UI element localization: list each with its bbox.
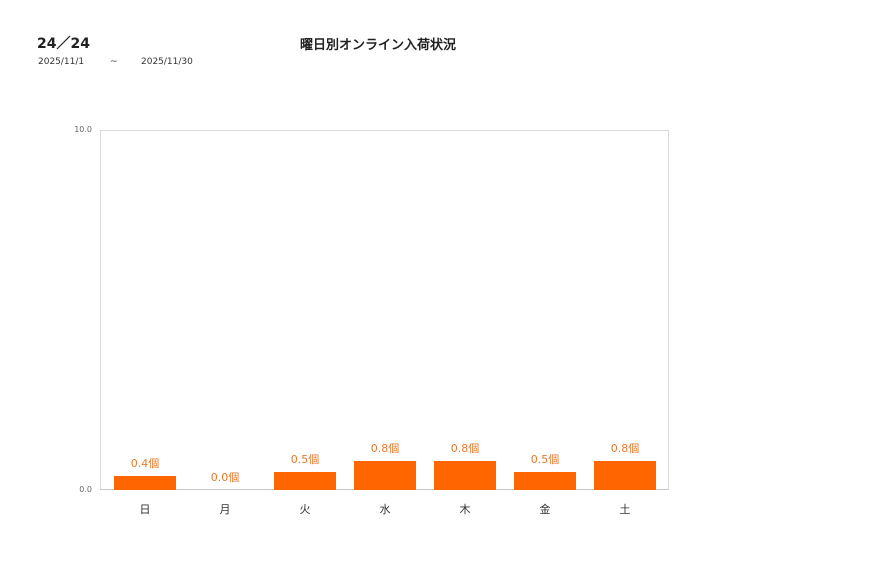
bar (514, 472, 576, 490)
date-range-end: 2025/11/30 (141, 57, 193, 67)
x-axis-label: 火 (299, 503, 311, 516)
x-axis-label: 月 (219, 503, 231, 516)
bar-data-label: 0.8個 (370, 442, 400, 455)
chart-title: 曜日別オンライン入荷状況 (300, 38, 457, 53)
bar (114, 476, 176, 490)
bar (274, 472, 336, 490)
page-indicator: 24／24 (37, 36, 90, 52)
bar-data-label: 0.8個 (450, 442, 480, 455)
bar-data-label: 0.5個 (530, 453, 560, 466)
x-axis-label: 日 (139, 503, 151, 516)
bar-data-label: 0.8個 (610, 442, 640, 455)
plot-area (100, 130, 669, 490)
bar (434, 461, 496, 490)
y-tick-max: 10.0 (74, 125, 92, 134)
bar-data-label: 0.5個 (290, 453, 320, 466)
date-range-separator: ~ (110, 57, 118, 67)
date-range-start: 2025/11/1 (38, 57, 85, 67)
bar-data-label: 0.0個 (210, 471, 240, 484)
bar (594, 461, 656, 490)
x-axis-label: 木 (459, 503, 471, 516)
bar (354, 461, 416, 490)
y-tick-min: 0.0 (79, 485, 92, 494)
bar-data-label: 0.4個 (130, 457, 160, 470)
x-axis-label: 水 (379, 503, 391, 516)
x-axis-label: 土 (619, 503, 631, 516)
x-axis-label: 金 (539, 503, 551, 516)
